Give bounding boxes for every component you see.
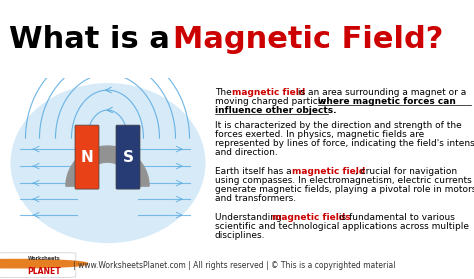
Text: disciplines.: disciplines. [215,231,265,240]
Text: where magnetic forces can: where magnetic forces can [318,97,456,106]
Text: , crucial for navigation: , crucial for navigation [355,167,457,176]
Text: The: The [215,88,235,97]
Text: S: S [122,150,134,165]
Text: is an area surrounding a magnet or a: is an area surrounding a magnet or a [295,88,466,97]
Text: Understanding: Understanding [215,213,284,222]
Text: forces exerted. In physics, magnetic fields are: forces exerted. In physics, magnetic fie… [215,130,424,139]
FancyBboxPatch shape [116,125,140,189]
FancyBboxPatch shape [75,125,99,189]
Text: Magnetic Field?: Magnetic Field? [173,25,443,54]
Text: N: N [81,150,93,165]
Text: magnetic field: magnetic field [232,88,305,97]
Text: PLANET: PLANET [27,267,61,276]
Text: and transformers.: and transformers. [215,194,296,203]
Polygon shape [66,146,149,186]
Text: scientific and technological applications across multiple: scientific and technological application… [215,222,469,231]
Text: is fundamental to various: is fundamental to various [336,213,455,222]
Text: and direction.: and direction. [215,148,278,157]
Polygon shape [66,146,149,186]
Text: Earth itself has a: Earth itself has a [215,167,294,176]
FancyBboxPatch shape [0,253,76,277]
Text: moving charged particle: moving charged particle [215,97,329,106]
Text: magnetic field: magnetic field [292,167,365,176]
Text: influence other objects.: influence other objects. [215,106,337,115]
Text: generate magnetic fields, playing a pivotal role in motors: generate magnetic fields, playing a pivo… [215,185,474,194]
Text: What is a: What is a [9,25,181,54]
Text: Worksheets: Worksheets [27,256,60,261]
Circle shape [0,259,88,268]
Ellipse shape [10,83,206,243]
Text: magnetic fields: magnetic fields [272,213,351,222]
Text: represented by lines of force, indicating the field's intensity: represented by lines of force, indicatin… [215,139,474,148]
Text: It is characterized by the direction and strength of the: It is characterized by the direction and… [215,121,462,130]
Text: using compasses. In electromagnetism, electric currents: using compasses. In electromagnetism, el… [215,176,472,185]
Text: | www.WorksheetsPlanet.com | All rights reserved | © This is a copyrighted mater: | www.WorksheetsPlanet.com | All rights … [73,261,396,270]
